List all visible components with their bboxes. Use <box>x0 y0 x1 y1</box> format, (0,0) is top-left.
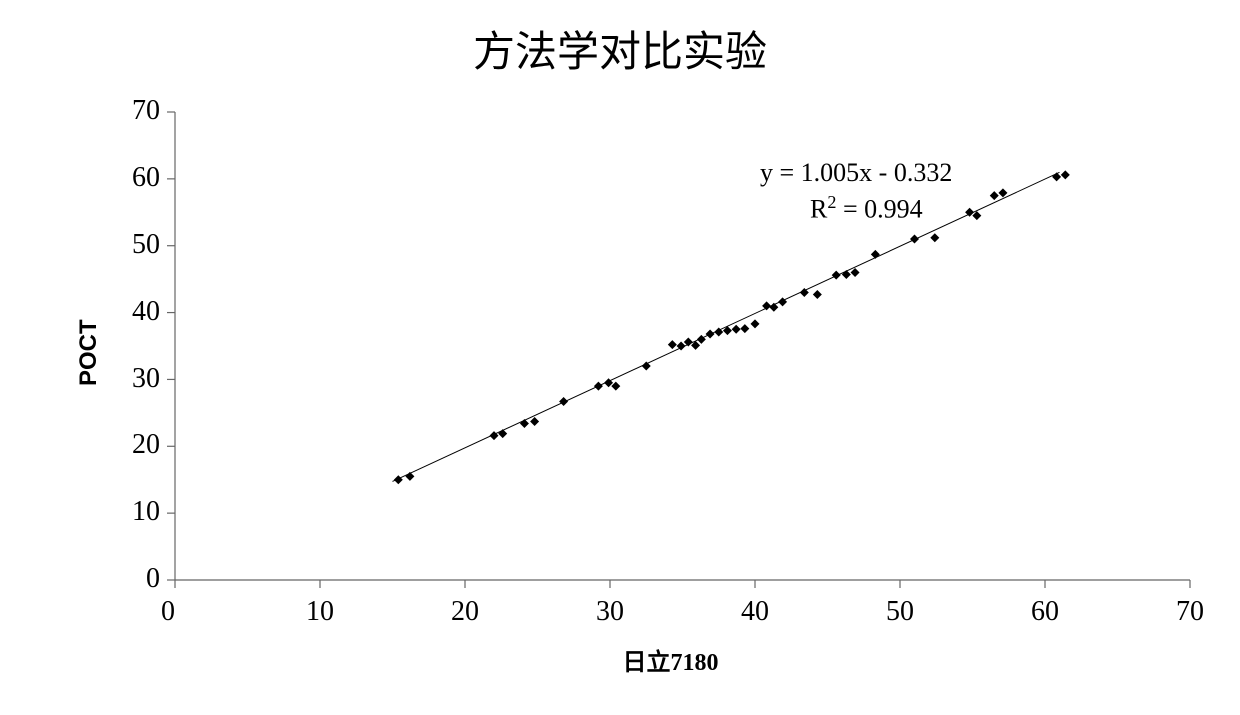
data-point <box>559 397 568 406</box>
data-point <box>930 233 939 242</box>
x-tick-label: 0 <box>161 596 175 628</box>
y-tick-label: 10 <box>110 496 160 528</box>
data-point <box>851 268 860 277</box>
data-point <box>394 475 403 484</box>
x-tick-label: 60 <box>1031 596 1059 628</box>
y-tick-label: 50 <box>110 229 160 261</box>
chart-container: 方法学对比实验 POCT 日立7180 y = 1.005x - 0.332 R… <box>0 0 1240 715</box>
data-point <box>405 472 414 481</box>
data-point <box>706 329 715 338</box>
x-tick-label: 10 <box>306 596 334 628</box>
data-point <box>751 319 760 328</box>
y-tick-label: 60 <box>110 162 160 194</box>
data-point <box>732 325 741 334</box>
data-point <box>990 191 999 200</box>
data-point <box>1061 170 1070 179</box>
y-tick-label: 70 <box>110 95 160 127</box>
data-point <box>697 335 706 344</box>
data-point <box>740 324 749 333</box>
data-point <box>530 417 539 426</box>
x-tick-label: 70 <box>1176 596 1204 628</box>
x-tick-label: 30 <box>596 596 624 628</box>
data-point <box>498 429 507 438</box>
data-point <box>668 340 677 349</box>
data-point <box>594 382 603 391</box>
data-point <box>871 250 880 259</box>
y-tick-label: 40 <box>110 296 160 328</box>
data-point <box>832 271 841 280</box>
y-tick-label: 0 <box>110 563 160 595</box>
data-point <box>813 290 822 299</box>
data-point <box>520 419 529 428</box>
y-tick-label: 20 <box>110 429 160 461</box>
x-tick-label: 40 <box>741 596 769 628</box>
data-point <box>998 188 1007 197</box>
data-point <box>769 303 778 312</box>
x-tick-label: 20 <box>451 596 479 628</box>
data-point <box>1052 172 1061 181</box>
data-point <box>842 270 851 279</box>
y-tick-label: 30 <box>110 363 160 395</box>
data-point <box>910 235 919 244</box>
x-tick-label: 50 <box>886 596 914 628</box>
